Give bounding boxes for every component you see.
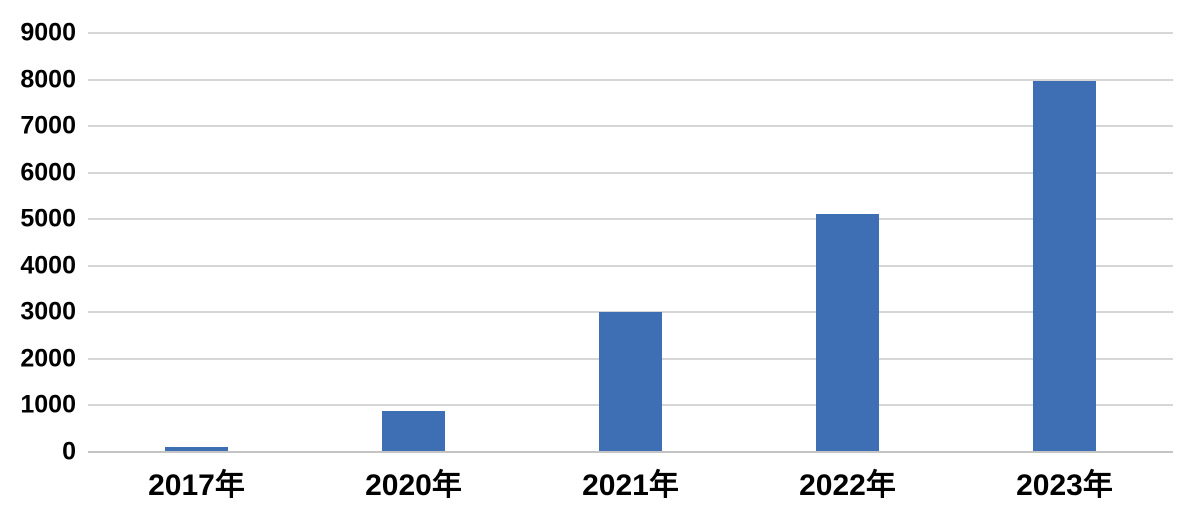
x-axis-line <box>88 451 1173 453</box>
gridline-9000 <box>88 32 1173 34</box>
x-tick-label-2017年: 2017年 <box>148 469 245 502</box>
y-tick-label-2000: 2000 <box>20 344 76 373</box>
y-tick-label-7000: 7000 <box>20 111 76 140</box>
bar-2020年 <box>382 411 445 452</box>
y-tick-label-6000: 6000 <box>20 158 76 187</box>
y-tick-label-8000: 8000 <box>20 65 76 94</box>
gridline-6000 <box>88 171 1173 174</box>
y-axis: 0 1000 2000 3000 4000 5000 6000 7000 8000 9000 <box>0 20 76 464</box>
y-tick-label-5000: 5000 <box>20 204 76 233</box>
y-tick-label-4000: 4000 <box>20 251 76 280</box>
x-axis: 2017年 2020年 2021年 2022年 2023年 <box>88 453 1173 523</box>
x-tick-label-2023年: 2023年 <box>1016 469 1113 502</box>
y-tick-label-3000: 3000 <box>20 297 76 326</box>
bar-2023年 <box>1033 80 1096 452</box>
y-tick-label-0: 0 <box>62 437 76 466</box>
bar-2017年 <box>165 447 228 452</box>
x-tick-label-2020年: 2020年 <box>365 469 462 502</box>
y-tick-label-9000: 9000 <box>20 18 76 47</box>
x-tick-label-2022年: 2022年 <box>799 469 896 502</box>
gridline-4000 <box>88 264 1173 267</box>
bar-2022年 <box>816 214 879 452</box>
plot-area <box>88 32 1173 453</box>
gridline-5000 <box>88 218 1173 221</box>
gridline-7000 <box>88 125 1173 128</box>
gridline-8000 <box>88 78 1173 81</box>
bar-2021年 <box>599 311 662 452</box>
x-tick-label-2021年: 2021年 <box>582 469 679 502</box>
y-tick-label-1000: 1000 <box>20 390 76 419</box>
